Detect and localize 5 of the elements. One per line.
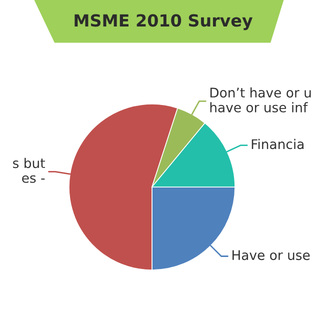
slice-label: Don’t have or u have or use inf	[210, 87, 311, 112]
slice-label: Have or use	[232, 250, 310, 260]
slice-label: s but es -	[13, 158, 45, 183]
chart-title: MSME 2010 Survey	[74, 14, 253, 30]
slice-label: Financia	[252, 138, 304, 150]
